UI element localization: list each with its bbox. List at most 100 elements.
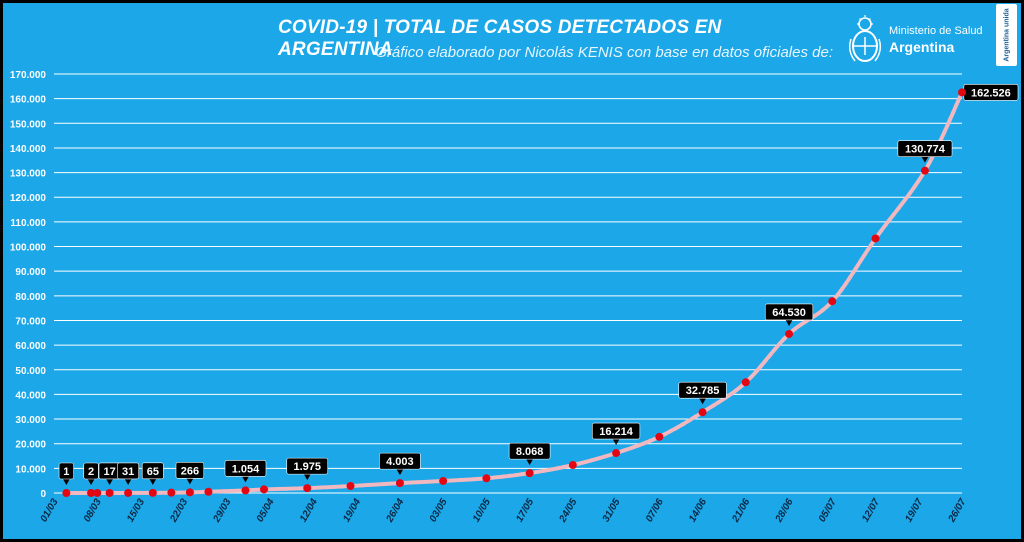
x-tick-label: 19/04 (341, 497, 363, 525)
data-point (148, 488, 157, 497)
svg-text:1.975: 1.975 (293, 461, 321, 473)
x-tick-label: 05/04 (255, 497, 277, 525)
logo-ministry-text: Ministerio de Salud (889, 25, 983, 37)
data-point (185, 488, 194, 497)
x-tick-label: 01/03 (39, 497, 61, 525)
y-tick-label: 10.000 (15, 464, 46, 475)
y-tick-label: 110.000 (10, 218, 46, 229)
data-point (958, 88, 966, 97)
svg-text:8.068: 8.068 (516, 446, 544, 458)
svg-text:65: 65 (147, 466, 159, 478)
data-point (568, 461, 577, 470)
data-point (87, 488, 96, 497)
x-tick-label: 10/05 (471, 497, 493, 525)
data-label: 130.774 (897, 140, 953, 163)
data-point (124, 488, 133, 497)
data-point (785, 329, 794, 338)
cases-series-line (64, 90, 964, 495)
data-point (482, 474, 491, 483)
y-tick-label: 40.000 (15, 390, 46, 401)
y-tick-label: 170.000 (10, 70, 47, 81)
data-label: 65 (141, 462, 164, 485)
y-tick-label: 0 (40, 489, 46, 500)
data-label: 8.068 (508, 442, 551, 466)
data-label: 16.214 (591, 422, 641, 446)
x-tick-label: 17/05 (514, 497, 536, 525)
data-point (93, 488, 102, 497)
y-tick-label: 120.000 (10, 193, 47, 204)
data-label: 162.526 (963, 84, 1019, 101)
chart-title: COVID-19 | TOTAL DE CASOS DETECTADOS EN … (278, 17, 722, 60)
data-label: 4.003 (379, 452, 421, 476)
data-point (62, 488, 71, 497)
x-tick-label: 31/05 (601, 497, 623, 525)
x-tick-label: 12/07 (860, 497, 882, 525)
data-point (871, 234, 880, 243)
data-point (395, 479, 404, 488)
y-tick-label: 90.000 (15, 267, 46, 278)
argentina-unida-tag: Argentina unida (996, 4, 1017, 66)
y-tick-label: 140.000 (10, 144, 47, 155)
y-tick-label: 100.000 (10, 243, 47, 254)
x-tick-label: 15/03 (125, 497, 147, 525)
data-label: 1.054 (224, 460, 267, 483)
x-tick-label: 22/03 (168, 497, 191, 525)
svg-text:17: 17 (103, 466, 115, 478)
ministerio-logo: Ministerio de Salud Argentina (845, 13, 985, 69)
data-point (105, 488, 114, 497)
y-tick-label: 70.000 (15, 316, 46, 327)
data-point (655, 432, 664, 441)
x-axis-ticks: 01/03 08/03 15/03 22/03 29/03 05/04 12/04 19/04… (39, 497, 969, 525)
x-tick-label: 28/06 (773, 497, 796, 525)
y-tick-label: 160.000 (10, 95, 47, 106)
svg-text:4.003: 4.003 (386, 456, 414, 468)
y-tick-label: 80.000 (15, 292, 46, 303)
data-point (260, 485, 269, 494)
data-label: 2 (83, 462, 99, 485)
x-tick-label: 12/04 (298, 497, 320, 525)
x-tick-label: 03/05 (428, 497, 450, 525)
y-tick-label: 130.000 (10, 169, 47, 180)
svg-text:31: 31 (122, 466, 134, 478)
svg-text:32.785: 32.785 (686, 385, 720, 397)
chart-subtitle: Gráfico elaborado por Nicolás KENIS con … (375, 44, 833, 61)
svg-text:266: 266 (181, 465, 199, 477)
x-tick-label: 26/07 (946, 497, 969, 525)
data-point (303, 484, 312, 493)
data-point (439, 476, 448, 485)
x-tick-label: 26/04 (384, 497, 407, 525)
data-label: 64.530 (764, 303, 814, 326)
data-point (346, 482, 355, 491)
y-tick-label: 50.000 (15, 366, 46, 377)
data-label: 17 (98, 462, 121, 485)
data-point (167, 488, 176, 497)
y-tick-label: 60.000 (15, 341, 46, 352)
data-point (525, 469, 534, 478)
x-tick-label: 08/03 (82, 497, 104, 525)
data-point (698, 408, 707, 417)
line-chart: 0 10.000 20.000 30.000 40.000 50.000 60.000 70.… (10, 70, 1019, 525)
chart-frame: COVID-19 | TOTAL DE CASOS DETECTADOS EN … (3, 3, 1021, 539)
data-labels: 1 2 17 31 65 266 1.054 1.975 4.003 8.068 16.214 32.… (58, 84, 1019, 485)
svg-text:16.214: 16.214 (599, 426, 634, 438)
y-tick-label: 30.000 (15, 415, 46, 426)
data-label: 1.975 (286, 457, 329, 481)
x-tick-label: 19/07 (903, 497, 925, 525)
data-point (828, 297, 837, 306)
y-axis-ticks: 0 10.000 20.000 30.000 40.000 50.000 60.000 70.… (10, 70, 47, 500)
data-label: 266 (175, 462, 205, 485)
data-point (741, 378, 750, 387)
svg-text:2: 2 (88, 466, 94, 478)
y-tick-label: 20.000 (15, 440, 46, 451)
svg-text:1: 1 (63, 466, 69, 478)
data-point (920, 166, 929, 175)
x-tick-label: 24/05 (557, 497, 580, 525)
data-label: 32.785 (678, 381, 727, 405)
x-tick-label: 29/03 (211, 497, 234, 525)
series-markers (62, 88, 966, 497)
y-tick-label: 150.000 (10, 119, 47, 130)
escudo-icon (848, 15, 882, 62)
svg-text:64.530: 64.530 (772, 307, 806, 319)
svg-text:162.526: 162.526 (971, 87, 1011, 99)
data-point (204, 487, 213, 496)
